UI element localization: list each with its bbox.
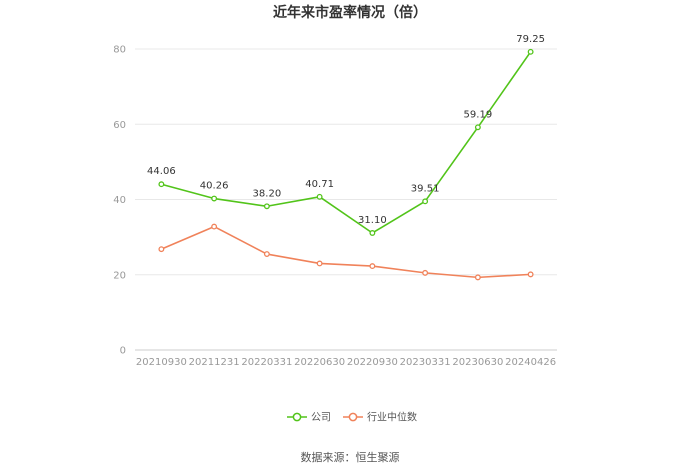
series-group: 44.06 40.26 38.20 40.71 31.10 39.51 59.19 79.25 (147, 34, 545, 281)
legend-item-industry[interactable]: 行业中位数 (343, 411, 417, 424)
company-data-point (527, 48, 534, 55)
data-label: 44.06 (147, 166, 176, 177)
x-tick-label: 20220331 (241, 357, 292, 368)
company-pe-line (161, 51, 532, 234)
x-tick-label: 20211231 (189, 357, 240, 368)
industry-data-point (474, 274, 481, 281)
data-label: 39.51 (411, 183, 440, 194)
y-tick-label: 0 (120, 346, 126, 357)
industry-data-point (422, 269, 429, 276)
x-tick-label: 20240426 (505, 357, 556, 368)
industry-data-point (527, 271, 534, 278)
legend-label: 公司 (311, 413, 331, 424)
data-label: 40.26 (200, 181, 229, 192)
industry-median-line (161, 225, 531, 279)
legend-item-company[interactable]: 公司 (287, 413, 331, 424)
industry-data-point (211, 223, 218, 230)
data-label: 31.10 (358, 215, 387, 226)
company-data-point (474, 124, 481, 131)
company-data-point (316, 193, 323, 200)
y-tick-label: 80 (113, 45, 126, 56)
legend-marker-swatch (292, 412, 302, 422)
industry-data-point (316, 260, 323, 267)
x-tick-label: 20230331 (400, 357, 451, 368)
x-tick-label: 20220630 (294, 357, 345, 368)
company-data-point (158, 181, 165, 188)
data-label: 40.71 (305, 179, 334, 190)
chart-title: 近年来市盈率情况（倍） (273, 4, 427, 21)
company-data-point (211, 195, 218, 202)
y-tick-label: 40 (113, 195, 126, 206)
data-label: 59.19 (464, 109, 493, 120)
legend[interactable]: 公司 行业中位数 (287, 411, 417, 424)
data-label: 38.20 (253, 188, 282, 199)
company-data-point (263, 203, 270, 210)
industry-data-point (369, 263, 376, 270)
industry-data-point (158, 246, 165, 253)
x-tick-label: 20210930 (136, 357, 187, 368)
y-tick-label: 20 (113, 270, 126, 281)
data-label: 79.25 (516, 34, 545, 45)
grid-lines (135, 48, 557, 351)
legend-label: 行业中位数 (367, 411, 417, 424)
x-axis-ticks: 20210930 20211231 20220331 20220630 20220930… (136, 357, 556, 368)
company-data-point (422, 198, 429, 205)
legend-marker-swatch (348, 412, 358, 422)
y-tick-label: 60 (113, 120, 126, 131)
data-source-note: 数据来源：恒生聚源 (301, 450, 400, 464)
company-data-point (369, 230, 376, 236)
industry-data-point (263, 251, 270, 258)
y-axis-ticks: 0 20 40 60 80 (113, 45, 126, 357)
x-tick-label: 20220930 (347, 357, 398, 368)
x-tick-label: 20230630 (452, 357, 503, 368)
